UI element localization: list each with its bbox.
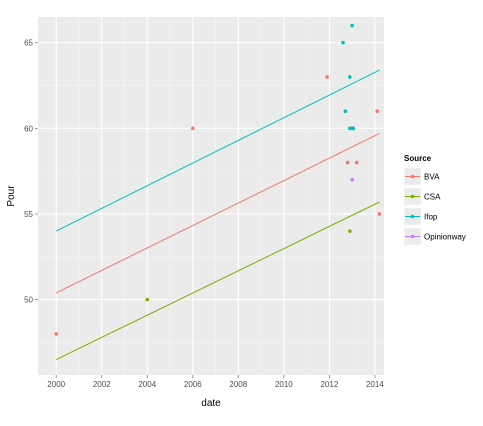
legend-label: Opinionway — [424, 233, 466, 242]
x-axis-title: date — [201, 398, 221, 409]
x-tick-label: 2000 — [47, 380, 65, 389]
data-point-ifop — [351, 126, 356, 131]
x-tick-label: 2006 — [184, 380, 202, 389]
data-point-bva — [377, 212, 382, 216]
x-tick-label: 2008 — [229, 380, 247, 389]
y-tick-label: 65 — [24, 39, 33, 48]
data-points — [54, 23, 382, 336]
data-point-bva — [325, 75, 329, 79]
x-tick-label: 2014 — [366, 380, 384, 389]
legend-label: CSA — [424, 193, 441, 202]
data-point-csa — [348, 229, 352, 233]
data-point-ifop — [341, 40, 345, 45]
x-tick-label: 2010 — [275, 380, 293, 389]
legend-key-point — [410, 174, 415, 179]
fit-line-csa — [55, 201, 380, 361]
x-tick-label: 2002 — [93, 380, 111, 389]
data-point-bva — [345, 160, 350, 165]
legend-key-point — [410, 234, 415, 239]
legend-key-point — [410, 194, 415, 199]
legend-label: Ifop — [424, 213, 438, 222]
legend-title: Source — [404, 154, 432, 163]
y-tick-label: 50 — [24, 296, 33, 305]
data-point-ifop — [348, 75, 352, 79]
data-point-ifop — [343, 109, 348, 114]
y-axis-ticks: 50 55 60 65 — [24, 39, 38, 305]
legend-key-point — [410, 214, 415, 219]
data-point-bva — [354, 160, 359, 165]
panel-background — [38, 17, 384, 375]
data-point-bva — [190, 126, 195, 131]
legend: Source BVA CSA Ifop Opinionway — [403, 154, 466, 246]
y-axis-title: Pour — [6, 185, 17, 207]
fit-line-ifop — [55, 69, 380, 232]
legend-items: BVA CSA Ifop Opinionway — [403, 167, 466, 246]
data-point-bva — [54, 332, 59, 336]
x-tick-label: 2012 — [320, 380, 338, 389]
y-tick-label: 60 — [24, 124, 33, 133]
fit-line-bva — [55, 133, 380, 294]
data-point-csa — [145, 297, 150, 302]
data-point-bva — [375, 109, 379, 114]
x-axis-ticks: 2000 2002 2004 2006 2008 2010 2012 2014 — [47, 375, 384, 389]
data-point-opinionway — [350, 177, 354, 182]
data-point-ifop — [350, 23, 354, 28]
x-tick-label: 2004 — [138, 380, 156, 389]
y-tick-label: 55 — [24, 210, 33, 219]
fit-lines — [55, 69, 380, 361]
legend-label: BVA — [424, 173, 440, 182]
